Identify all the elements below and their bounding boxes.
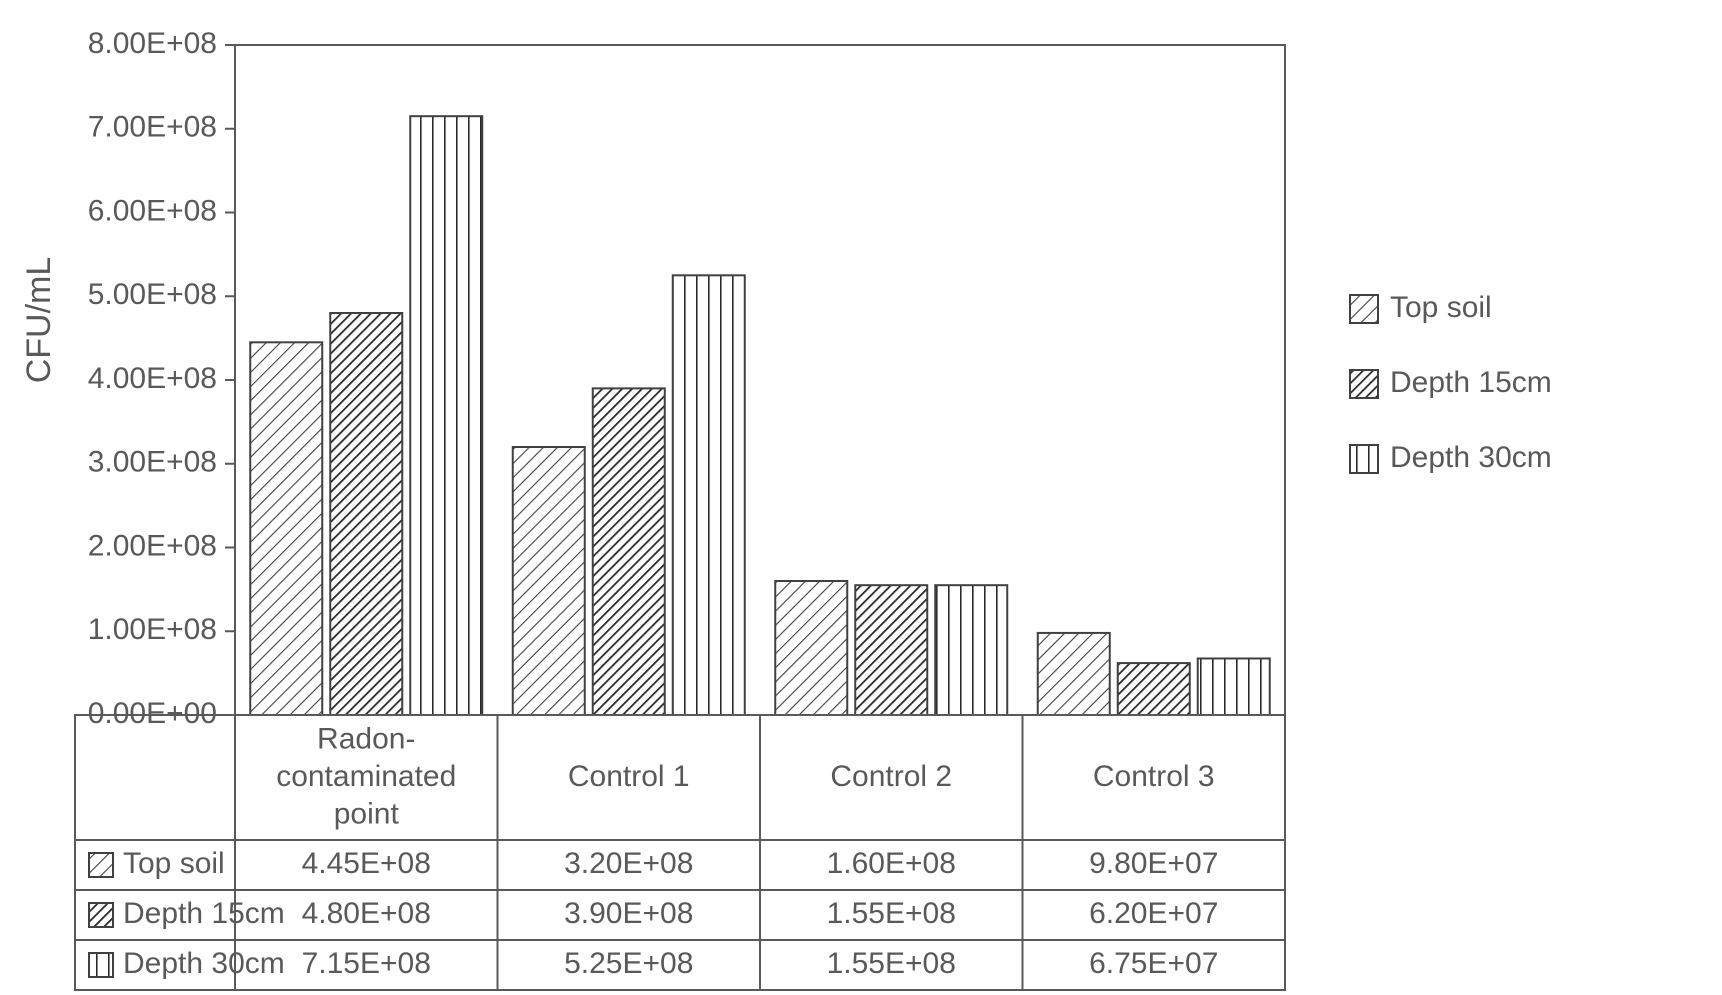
chart-container: 0.00E+00 1.00E+08 2.00E+08 3.00E+08 4.00E+08… xyxy=(0,0,1722,995)
legend-swatch-icon xyxy=(1350,370,1378,398)
table-cell: 4.45E+08 xyxy=(302,847,431,880)
category-label: Control 1 xyxy=(568,760,690,793)
category-label: Control 2 xyxy=(830,760,952,793)
table-series-label: Depth 15cm xyxy=(123,897,285,930)
bar xyxy=(775,581,847,715)
bar xyxy=(935,585,1007,715)
bar xyxy=(673,275,745,715)
legend-label: Top soil xyxy=(1390,291,1492,324)
table-swatch-icon xyxy=(89,953,113,977)
y-tick-label: 0.00E+00 xyxy=(88,697,217,730)
table-cell: 7.15E+08 xyxy=(302,947,431,980)
y-tick-label: 7.00E+08 xyxy=(88,111,217,144)
y-tick-label: 2.00E+08 xyxy=(88,529,217,562)
y-axis-label: CFU/mL xyxy=(20,257,58,384)
table-cell: 5.25E+08 xyxy=(564,947,693,980)
bar xyxy=(250,342,322,715)
table-series-label: Depth 30cm xyxy=(123,947,285,980)
table-cell: 3.20E+08 xyxy=(564,847,693,880)
table-swatch-icon xyxy=(89,853,113,877)
y-tick-label: 3.00E+08 xyxy=(88,446,217,479)
table-cell: 6.20E+07 xyxy=(1089,897,1218,930)
table-cell: 1.60E+08 xyxy=(827,847,956,880)
table-swatch-icon xyxy=(89,903,113,927)
table-cell: 9.80E+07 xyxy=(1089,847,1218,880)
table-cell: 1.55E+08 xyxy=(827,897,956,930)
bar xyxy=(1118,663,1190,715)
table-series-label: Top soil xyxy=(123,847,225,880)
table-cell: 4.80E+08 xyxy=(302,897,431,930)
bar xyxy=(855,585,927,715)
bar xyxy=(1038,633,1110,715)
table-cell: 1.55E+08 xyxy=(827,947,956,980)
bar xyxy=(593,388,665,715)
y-tick-label: 1.00E+08 xyxy=(88,613,217,646)
table-cell: 6.75E+07 xyxy=(1089,947,1218,980)
category-label: Control 3 xyxy=(1093,760,1215,793)
y-tick-label: 6.00E+08 xyxy=(88,194,217,227)
bar xyxy=(1198,658,1270,715)
y-tick-label: 8.00E+08 xyxy=(88,27,217,60)
legend-label: Depth 15cm xyxy=(1390,366,1552,399)
y-tick-label: 4.00E+08 xyxy=(88,362,217,395)
y-tick-label: 5.00E+08 xyxy=(88,278,217,311)
bar xyxy=(410,116,482,715)
bar xyxy=(513,447,585,715)
bar-chart: 0.00E+00 1.00E+08 2.00E+08 3.00E+08 4.00E+08… xyxy=(0,0,1722,995)
bar xyxy=(330,313,402,715)
table-cell: 3.90E+08 xyxy=(564,897,693,930)
legend-swatch-icon xyxy=(1350,445,1378,473)
category-label: Radon-contaminatedpoint xyxy=(276,722,456,830)
legend-label: Depth 30cm xyxy=(1390,441,1552,474)
legend-swatch-icon xyxy=(1350,295,1378,323)
